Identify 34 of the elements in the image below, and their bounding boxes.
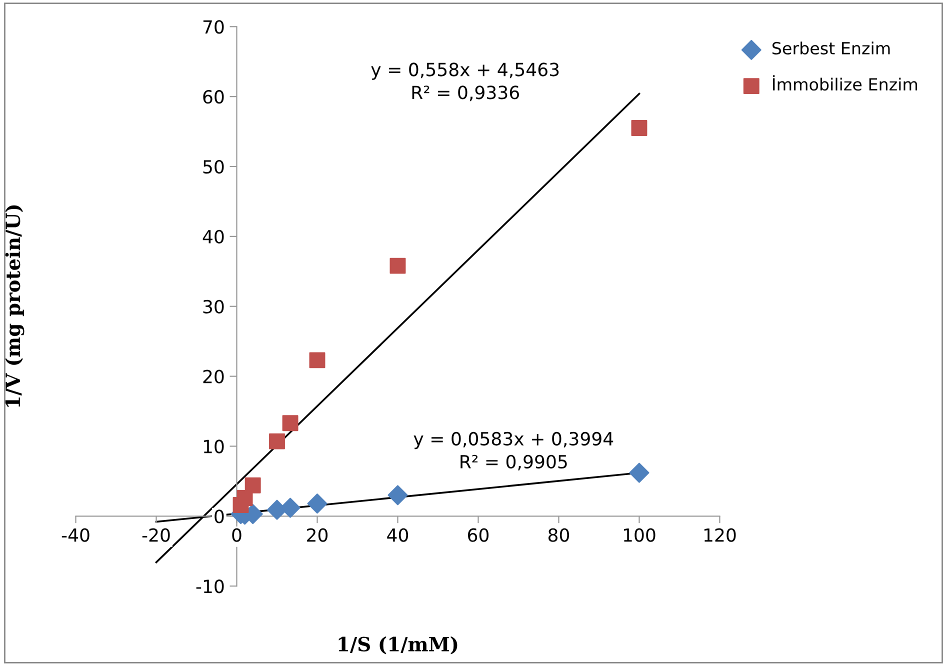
point — [388, 485, 408, 506]
annotation: y = 0,558x + 4,5463 R² = 0,9336 — [371, 62, 559, 102]
point — [269, 433, 285, 450]
x-tick-label: 120 — [704, 528, 736, 542]
x-axis-title: 1/S (1/mM) — [338, 636, 458, 654]
x-tick-label: -20 — [142, 528, 170, 542]
point — [282, 415, 298, 432]
x-tick-label: 80 — [548, 528, 570, 542]
x-tick-label: -40 — [62, 528, 90, 542]
y-tick-label: 0 — [214, 510, 224, 524]
y-tick-label: 20 — [203, 370, 224, 384]
x-tick-label: 60 — [468, 528, 489, 542]
point — [244, 477, 261, 494]
y-tick-label: 60 — [203, 90, 224, 104]
y-tick-label: 50 — [203, 160, 224, 174]
y-tick-label: 40 — [202, 230, 224, 244]
y-tick-label: 70 — [203, 20, 224, 34]
x-tick-label: 20 — [307, 528, 328, 542]
x-tick-label: 40 — [387, 528, 408, 542]
y-axis-title: 1/V (mg protein/U) — [5, 205, 24, 407]
annotation: y = 0,0583x + 0,3994 R² = 0,9905 — [414, 432, 614, 470]
x-tick-label: 0 — [232, 528, 242, 542]
point — [307, 494, 328, 514]
legend-label: İmmobilize Enzim — [773, 75, 918, 91]
point — [629, 462, 650, 483]
point — [236, 490, 253, 506]
point — [309, 352, 326, 368]
legend-label: Serbest Enzim — [772, 42, 890, 55]
y-tick-label: -10 — [196, 580, 224, 594]
y-tick-label: 30 — [203, 300, 224, 314]
y-tick-label: 10 — [204, 440, 224, 454]
point — [631, 120, 648, 136]
x-tick-label: 100 — [624, 528, 656, 542]
point — [390, 258, 406, 274]
